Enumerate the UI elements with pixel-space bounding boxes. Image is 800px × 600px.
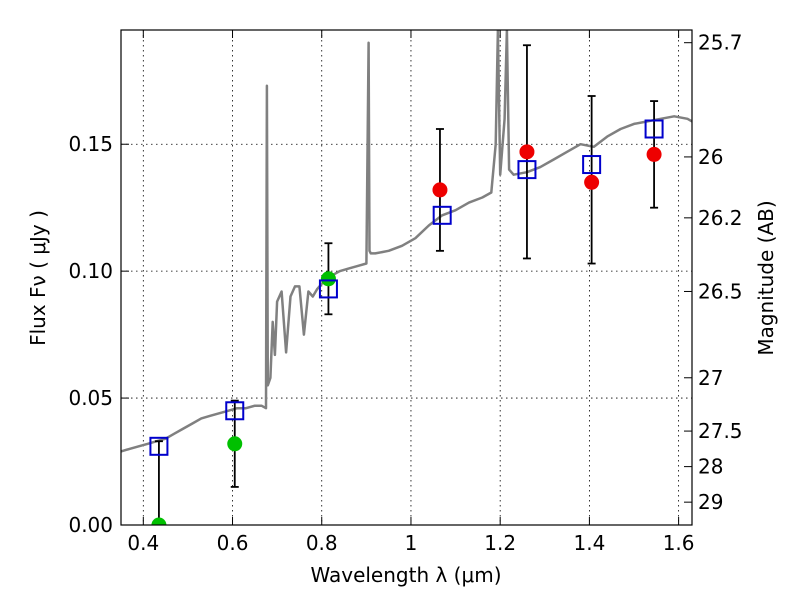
y-tick-label: 0.05 bbox=[68, 386, 113, 410]
model-point-square bbox=[582, 155, 602, 175]
x-tick-label: 0.8 bbox=[306, 531, 338, 555]
x-tick-label: 1 bbox=[405, 531, 418, 555]
x-axis-label: Wavelength λ (μm) bbox=[310, 563, 501, 587]
model-point-square bbox=[432, 205, 452, 225]
axes: 0.4 0.6 0.8 1 1.2 1.4 1.6 0.00 0.05 0.10 0.15 25.7 2… bbox=[68, 29, 743, 555]
observed-point-red bbox=[646, 146, 662, 162]
model-point-square bbox=[149, 436, 169, 456]
magnitude-tick-label: 26 bbox=[698, 145, 723, 169]
magnitude-tick-label: 26.2 bbox=[698, 206, 743, 230]
magnitude-tick-label: 26.5 bbox=[698, 279, 743, 303]
observed-point-red bbox=[432, 182, 448, 198]
magnitude-tick-label: 27 bbox=[698, 366, 723, 390]
observed-point-green bbox=[227, 436, 243, 452]
x-tick-label: 1.2 bbox=[484, 531, 516, 555]
magnitude-tick-label: 28 bbox=[698, 455, 723, 479]
observed-point-green bbox=[320, 271, 336, 287]
x-tick-label: 0.6 bbox=[217, 531, 249, 555]
observed-point-red bbox=[584, 174, 600, 190]
x-tick-label: 1.6 bbox=[663, 531, 695, 555]
model-point-square bbox=[225, 401, 245, 421]
plot-frame bbox=[120, 29, 693, 526]
x-tick-label: 0.4 bbox=[127, 531, 159, 555]
y-tick-label: 0.10 bbox=[68, 259, 113, 283]
magnitude-tick-label: 27.5 bbox=[698, 419, 743, 443]
grid bbox=[121, 30, 692, 526]
observed-point-green bbox=[151, 517, 167, 525]
x-tick-label: 1.4 bbox=[573, 531, 605, 555]
y-tick-label: 0.00 bbox=[68, 513, 113, 537]
model-point-square bbox=[318, 279, 338, 299]
y-axis-right-label: Magnitude (AB) bbox=[754, 200, 778, 355]
y-axis-label: Flux Fν ( μJy ) bbox=[26, 210, 50, 346]
magnitude-tick-label: 25.7 bbox=[698, 31, 743, 55]
y-tick-label: 0.15 bbox=[68, 132, 113, 156]
observed-point-red bbox=[519, 144, 535, 160]
magnitude-tick-label: 29 bbox=[698, 490, 723, 514]
model-point-square bbox=[517, 160, 537, 180]
sed-template-line bbox=[121, 30, 692, 453]
model-point-square bbox=[644, 119, 664, 139]
plot-area bbox=[121, 30, 692, 525]
